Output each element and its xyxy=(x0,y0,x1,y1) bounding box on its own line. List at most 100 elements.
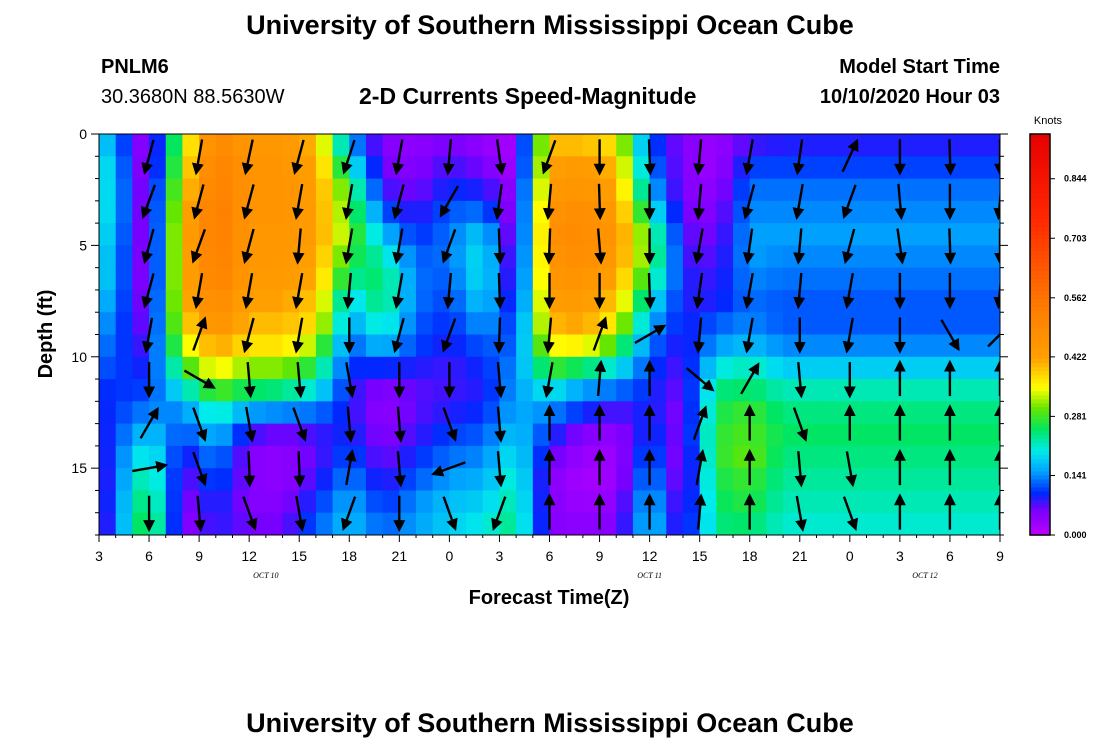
current-vector-arrow xyxy=(241,317,255,354)
heatmap-cell xyxy=(716,379,734,402)
heatmap-cell xyxy=(883,334,901,358)
colorbar-swatch xyxy=(1030,290,1050,295)
heatmap-cell xyxy=(966,156,984,180)
x-tick-label: 6 xyxy=(145,548,153,564)
heatmap-cell xyxy=(632,245,651,269)
heatmap-cell xyxy=(349,245,367,269)
heatmap-cell xyxy=(199,200,217,224)
heatmap-cell xyxy=(716,178,734,202)
heatmap-cell xyxy=(332,223,350,246)
x-tick-label: 15 xyxy=(291,548,307,564)
heatmap-cell xyxy=(566,490,584,514)
model-start-label: Model Start Time xyxy=(839,56,1000,78)
heatmap-cell xyxy=(966,289,984,313)
heatmap-cell xyxy=(582,267,601,291)
heatmap-cell xyxy=(816,379,834,402)
colorbar-swatch xyxy=(1030,214,1050,219)
heatmap-cell xyxy=(883,356,901,380)
heatmap-cell xyxy=(199,445,217,469)
current-vector-arrow xyxy=(141,139,155,176)
heatmap-cell xyxy=(883,312,901,336)
colorbar-swatch xyxy=(1030,258,1050,263)
heatmap-cell xyxy=(916,289,934,313)
heatmap-cell xyxy=(816,312,834,336)
heatmap-cell xyxy=(699,512,717,535)
heatmap-cell xyxy=(599,423,617,447)
colorbar-swatch xyxy=(1030,298,1050,304)
x-axis: 3 6 9 12 15 18 21 0 3 6 9 12 15 18 21 0 3 6 9 OCT 10 OCT 11 O… xyxy=(95,535,1004,580)
heatmap-cell xyxy=(883,445,901,469)
heatmap-cell xyxy=(899,468,918,492)
heatmap-cell xyxy=(416,334,434,358)
heatmap-cell xyxy=(482,178,501,202)
current-vector-arrow xyxy=(594,359,607,397)
heatmap-cell xyxy=(549,200,567,224)
heatmap-cell xyxy=(382,468,400,492)
heatmap-cell xyxy=(99,401,117,425)
heatmap-cell xyxy=(816,289,834,313)
heatmap-cell xyxy=(649,490,667,514)
heatmap-cell xyxy=(799,334,818,358)
heatmap-cell xyxy=(866,289,884,313)
x-tick-label: 6 xyxy=(946,548,954,564)
heatmap-cell xyxy=(332,379,350,402)
heatmap-cell xyxy=(466,200,484,224)
heatmap-cell xyxy=(99,379,117,402)
current-vector-arrow xyxy=(241,272,254,310)
heatmap-cell xyxy=(516,178,534,202)
current-vector-arrow xyxy=(842,317,855,354)
heatmap-cell xyxy=(649,468,667,492)
heatmap-cell xyxy=(849,490,868,514)
heatmap-cell xyxy=(632,356,651,380)
heatmap-cell xyxy=(282,223,300,246)
heatmap-cell xyxy=(499,468,517,492)
heatmap-cell xyxy=(399,223,417,246)
heatmap-cell xyxy=(599,267,617,291)
current-vector-arrow xyxy=(742,317,755,354)
heatmap-cell xyxy=(382,267,400,291)
heatmap-cell xyxy=(432,223,450,246)
heatmap-cell xyxy=(382,178,400,202)
heatmap-cell xyxy=(816,156,834,180)
heatmap-cell xyxy=(566,334,584,358)
heatmap-cell xyxy=(299,289,317,313)
heatmap-cell xyxy=(182,379,200,402)
current-vectors xyxy=(132,138,1000,533)
colorbar-swatch xyxy=(1030,150,1050,155)
heatmap-cell xyxy=(349,200,367,224)
heatmap-cell xyxy=(516,312,534,336)
heatmap-cell xyxy=(649,267,667,291)
heatmap-cell xyxy=(449,356,467,380)
heatmap-cell xyxy=(299,223,317,246)
heatmap-cell xyxy=(232,134,250,157)
heatmap-cell xyxy=(115,379,133,402)
heatmap-cell xyxy=(215,512,234,535)
heatmap-cell xyxy=(682,356,701,380)
heatmap-cell xyxy=(632,267,651,291)
colorbar-swatch xyxy=(1030,474,1050,480)
heatmap-cell xyxy=(549,334,567,358)
heatmap-cell xyxy=(365,200,384,224)
colorbar-swatch xyxy=(1030,326,1050,332)
heatmap-cell xyxy=(215,156,234,180)
heatmap-cell xyxy=(866,334,884,358)
colorbar-swatch xyxy=(1030,242,1050,247)
heatmap-cell xyxy=(349,401,367,425)
heatmap-cell xyxy=(349,178,367,202)
heatmap-cell xyxy=(382,223,400,246)
heatmap-cell xyxy=(132,267,150,291)
heatmap-cell xyxy=(165,334,184,358)
heatmap-cell xyxy=(265,356,284,380)
heatmap-cell xyxy=(416,267,434,291)
heatmap-cell xyxy=(783,401,801,425)
heatmap-cell xyxy=(966,134,984,157)
colorbar-swatch xyxy=(1030,142,1050,147)
heatmap-cell xyxy=(916,512,934,535)
colorbar-swatch xyxy=(1030,342,1050,348)
heatmap-cell xyxy=(699,356,717,380)
colorbar-swatch xyxy=(1030,294,1050,300)
colorbar-swatch xyxy=(1030,338,1050,344)
heatmap-cell xyxy=(866,134,884,157)
heatmap-cell xyxy=(132,490,150,514)
heatmap-cell xyxy=(783,134,801,157)
